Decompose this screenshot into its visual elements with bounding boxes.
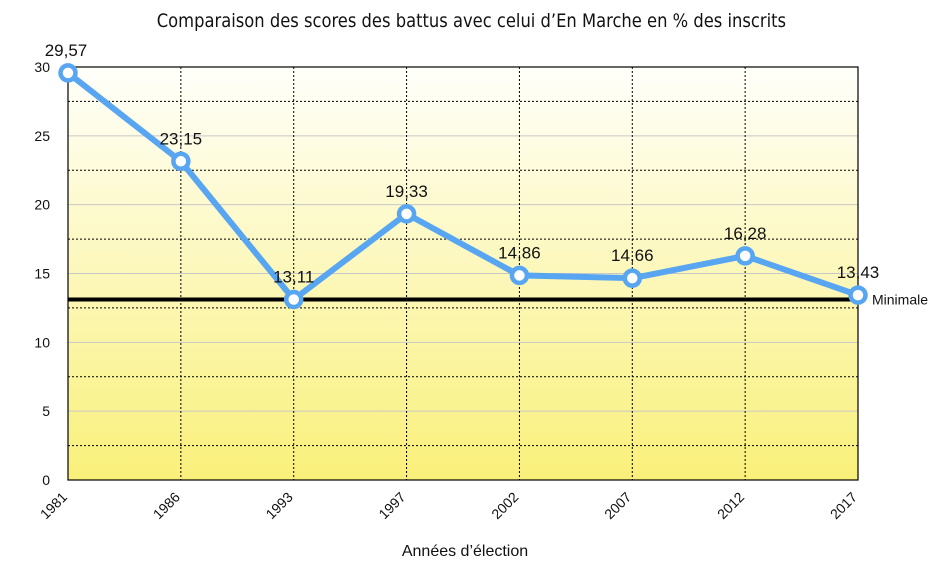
x-tick-label: 2012 <box>714 489 747 522</box>
data-label: 13,43 <box>837 263 880 282</box>
x-tick-label: 1981 <box>37 489 70 522</box>
data-point <box>735 246 755 266</box>
data-point <box>396 204 417 224</box>
data-label: 14,86 <box>498 243 541 262</box>
x-tick-label: 1986 <box>150 489 183 522</box>
x-tick-label: 1997 <box>375 489 408 522</box>
x-tick-label: 2002 <box>488 489 521 522</box>
data-label: 13,11 <box>273 268 314 287</box>
x-tick-label: 2017 <box>827 489 860 522</box>
data-point <box>283 289 304 310</box>
data-label: 16,28 <box>724 224 767 243</box>
data-label: 29,57 <box>45 41 88 60</box>
data-labels: 29,57 23,15 13,11 19,33 14,86 14,66 16,28 13,43 <box>45 41 880 287</box>
data-label: 23,15 <box>160 129 203 148</box>
y-tick-label: 20 <box>34 197 50 213</box>
reference-line-group: Minimale <box>68 292 928 308</box>
y-tick-label: 5 <box>42 403 50 419</box>
grid <box>68 67 858 480</box>
plot-frame <box>67 66 859 481</box>
y-tick-label: 15 <box>34 266 50 282</box>
y-tick-label: 10 <box>34 334 50 350</box>
data-point <box>58 63 78 83</box>
series-group <box>58 63 868 310</box>
chart-title: Comparaison des scores des battus avec c… <box>156 10 787 32</box>
y-tick-label: 25 <box>34 128 50 144</box>
data-point <box>171 151 191 172</box>
y-tick-label: 0 <box>42 472 50 488</box>
data-point <box>848 285 868 305</box>
y-tick-label: 30 <box>34 59 50 75</box>
data-label: 19,33 <box>385 182 428 201</box>
series-line <box>65 69 861 303</box>
data-label: 14,66 <box>611 246 654 265</box>
data-point <box>622 268 643 288</box>
data-point <box>509 265 530 286</box>
x-tick-label: 1993 <box>262 489 295 522</box>
reference-line-label: Minimale <box>872 292 928 308</box>
x-axis-title: Années d’élection <box>402 543 528 560</box>
x-tick-label: 2007 <box>601 489 634 522</box>
